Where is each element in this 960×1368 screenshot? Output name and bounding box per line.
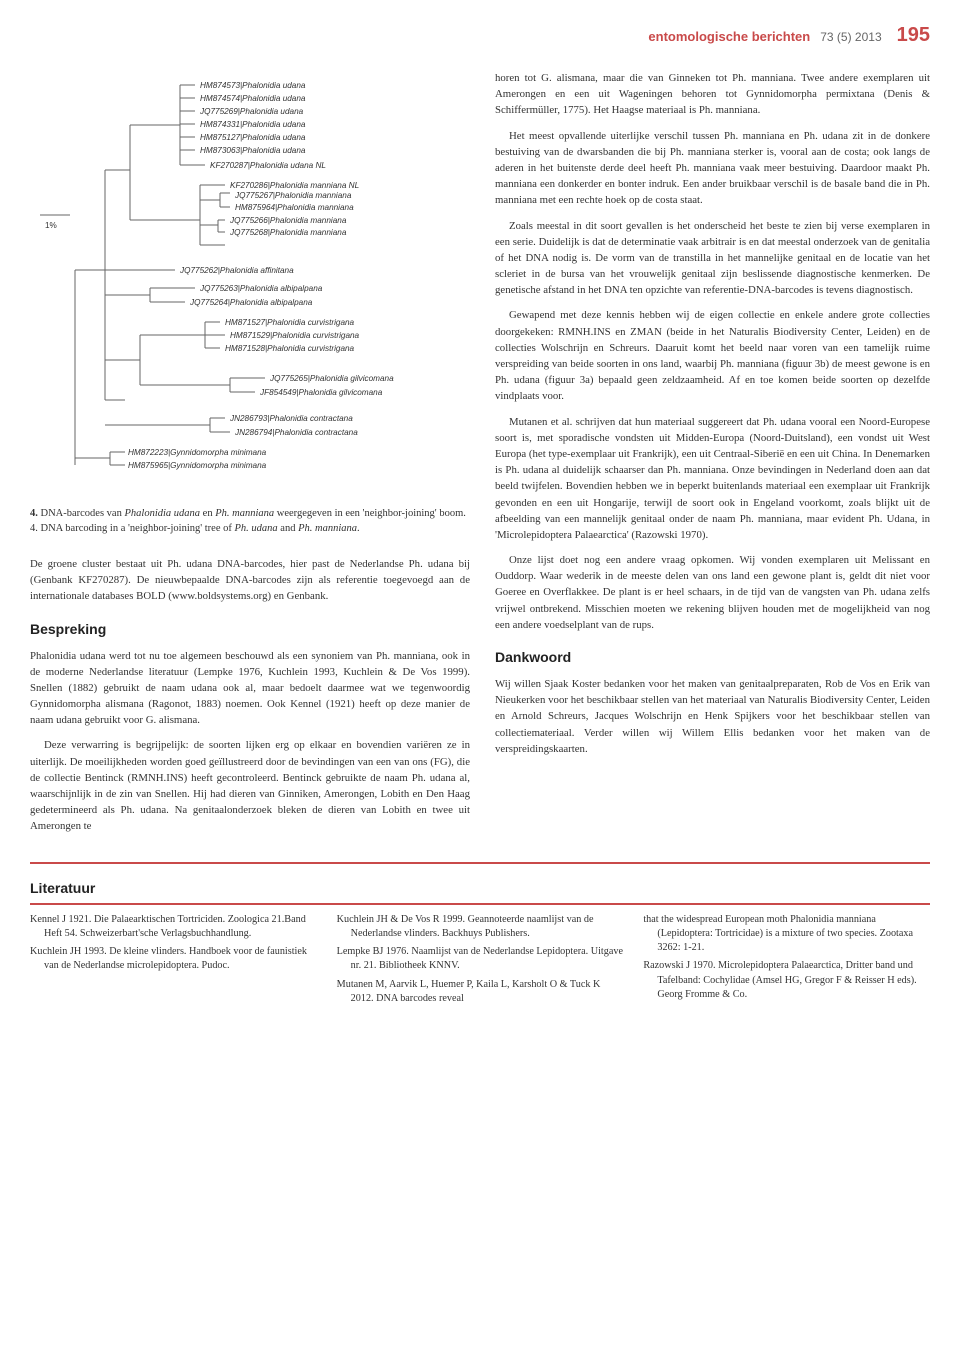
para-r3: Zoals meestal in dit soort gevallen is h… xyxy=(495,218,930,299)
svg-text:JQ775267|Phalonidia manniana: JQ775267|Phalonidia manniana xyxy=(234,191,352,200)
para-verwarring: Deze verwarring is begrijpelijk: de soor… xyxy=(30,737,470,834)
svg-text:HM875127|Phalonidia udana: HM875127|Phalonidia udana xyxy=(200,133,306,142)
svg-text:JN286793|Phalonidia contractan: JN286793|Phalonidia contractana xyxy=(229,414,353,423)
left-body-text: De groene cluster bestaat uit Ph. udana … xyxy=(30,556,470,835)
ref: Kuchlein JH & De Vos R 1999. Geannoteerd… xyxy=(337,913,624,942)
para-r6: Onze lijst doet nog een andere vraag opk… xyxy=(495,552,930,633)
svg-text:JF854549|Phalonidia gilvicoman: JF854549|Phalonidia gilvicomana xyxy=(259,388,383,397)
svg-text:JQ775266|Phalonidia manniana: JQ775266|Phalonidia manniana xyxy=(229,216,347,225)
heading-dankwoord: Dankwoord xyxy=(495,647,930,668)
svg-text:KF270286|Phalonidia manniana N: KF270286|Phalonidia manniana NL xyxy=(230,181,359,190)
svg-text:JQ775268|Phalonidia manniana: JQ775268|Phalonidia manniana xyxy=(229,228,347,237)
lit-col-3: that the widespread European moth Phalon… xyxy=(643,913,930,1011)
para-r2: Het meest opvallende uiterlijke verschil… xyxy=(495,128,930,209)
ref: Razowski J 1970. Microlepidoptera Palaea… xyxy=(643,959,930,1002)
issue-info: 73 (5) 2013 xyxy=(820,28,881,46)
lit-col-1: Kennel J 1921. Die Palaearktischen Tortr… xyxy=(30,913,317,1011)
ref: Lempke BJ 1976. Naamlijst van de Nederla… xyxy=(337,945,624,974)
caption-num: 4. xyxy=(30,508,38,519)
svg-text:HM874573|Phalonidia udana: HM874573|Phalonidia udana xyxy=(200,81,306,90)
svg-text:HM871527|Phalonidia curvistrig: HM871527|Phalonidia curvistrigana xyxy=(225,318,355,327)
phylogenetic-tree: 1% HM872223|Gynnidomorpha minimana HM875… xyxy=(30,70,470,490)
para-synoniem: Phalonidia udana werd tot nu toe algemee… xyxy=(30,648,470,729)
svg-text:JQ775264|Phalonidia albipalpan: JQ775264|Phalonidia albipalpana xyxy=(189,298,313,307)
lit-col-2: Kuchlein JH & De Vos R 1999. Geannoteerd… xyxy=(337,913,624,1011)
para-r5: Mutanen et al. schrijven dat hun materia… xyxy=(495,414,930,544)
svg-text:JQ775263|Phalonidia albipalpan: JQ775263|Phalonidia albipalpana xyxy=(199,284,323,293)
literature-section: Kennel J 1921. Die Palaearktischen Tortr… xyxy=(30,913,930,1011)
svg-text:HM873063|Phalonidia udana: HM873063|Phalonidia udana xyxy=(200,146,306,155)
svg-text:HM871528|Phalonidia curvistrig: HM871528|Phalonidia curvistrigana xyxy=(225,344,355,353)
svg-text:JQ775262|Phalonidia affinitana: JQ775262|Phalonidia affinitana xyxy=(179,266,294,275)
para-r4: Gewapend met deze kennis hebben wij de e… xyxy=(495,307,930,404)
journal-title: entomologische berichten xyxy=(648,27,810,47)
main-content: 1% HM872223|Gynnidomorpha minimana HM875… xyxy=(30,70,930,864)
heading-bespreking: Bespreking xyxy=(30,619,470,640)
literature-header: Literatuur xyxy=(30,878,930,905)
svg-text:HM874331|Phalonidia udana: HM874331|Phalonidia udana xyxy=(200,120,306,129)
ref: Kennel J 1921. Die Palaearktischen Tortr… xyxy=(30,913,317,942)
svg-text:JQ775269|Phalonidia udana: JQ775269|Phalonidia udana xyxy=(199,107,304,116)
literature-title: Literatuur xyxy=(30,880,95,896)
left-column: 1% HM872223|Gynnidomorpha minimana HM875… xyxy=(30,70,470,844)
svg-text:JQ775265|Phalonidia gilvicoman: JQ775265|Phalonidia gilvicomana xyxy=(269,374,394,383)
svg-text:KF270287|Phalonidia udana NL: KF270287|Phalonidia udana NL xyxy=(210,161,326,170)
scale-label: 1% xyxy=(45,221,57,230)
page-header: entomologische berichten 73 (5) 2013 195 xyxy=(30,20,930,50)
para-cluster: De groene cluster bestaat uit Ph. udana … xyxy=(30,556,470,605)
para-r7: Wij willen Sjaak Koster bedanken voor he… xyxy=(495,676,930,757)
para-r1: horen tot G. alismana, maar die van Ginn… xyxy=(495,70,930,119)
svg-text:HM875964|Phalonidia manniana: HM875964|Phalonidia manniana xyxy=(235,203,354,212)
svg-text:JN286794|Phalonidia contractan: JN286794|Phalonidia contractana xyxy=(234,428,358,437)
ref: that the widespread European moth Phalon… xyxy=(643,913,930,956)
svg-text:HM874574|Phalonidia udana: HM874574|Phalonidia udana xyxy=(200,94,306,103)
page-number: 195 xyxy=(897,20,930,50)
figure-caption: 4. DNA-barcodes van Phalonidia udana en … xyxy=(30,506,470,536)
svg-text:HM871529|Phalonidia curvistrig: HM871529|Phalonidia curvistrigana xyxy=(230,331,360,340)
ref: Kuchlein JH 1993. De kleine vlinders. Ha… xyxy=(30,945,317,974)
right-column: horen tot G. alismana, maar die van Ginn… xyxy=(495,70,930,844)
svg-text:HM872223|Gynnidomorpha miniman: HM872223|Gynnidomorpha minimana xyxy=(128,448,267,457)
ref: Mutanen M, Aarvik L, Huemer P, Kaila L, … xyxy=(337,978,624,1007)
svg-text:HM875965|Gynnidomorpha miniman: HM875965|Gynnidomorpha minimana xyxy=(128,461,267,470)
